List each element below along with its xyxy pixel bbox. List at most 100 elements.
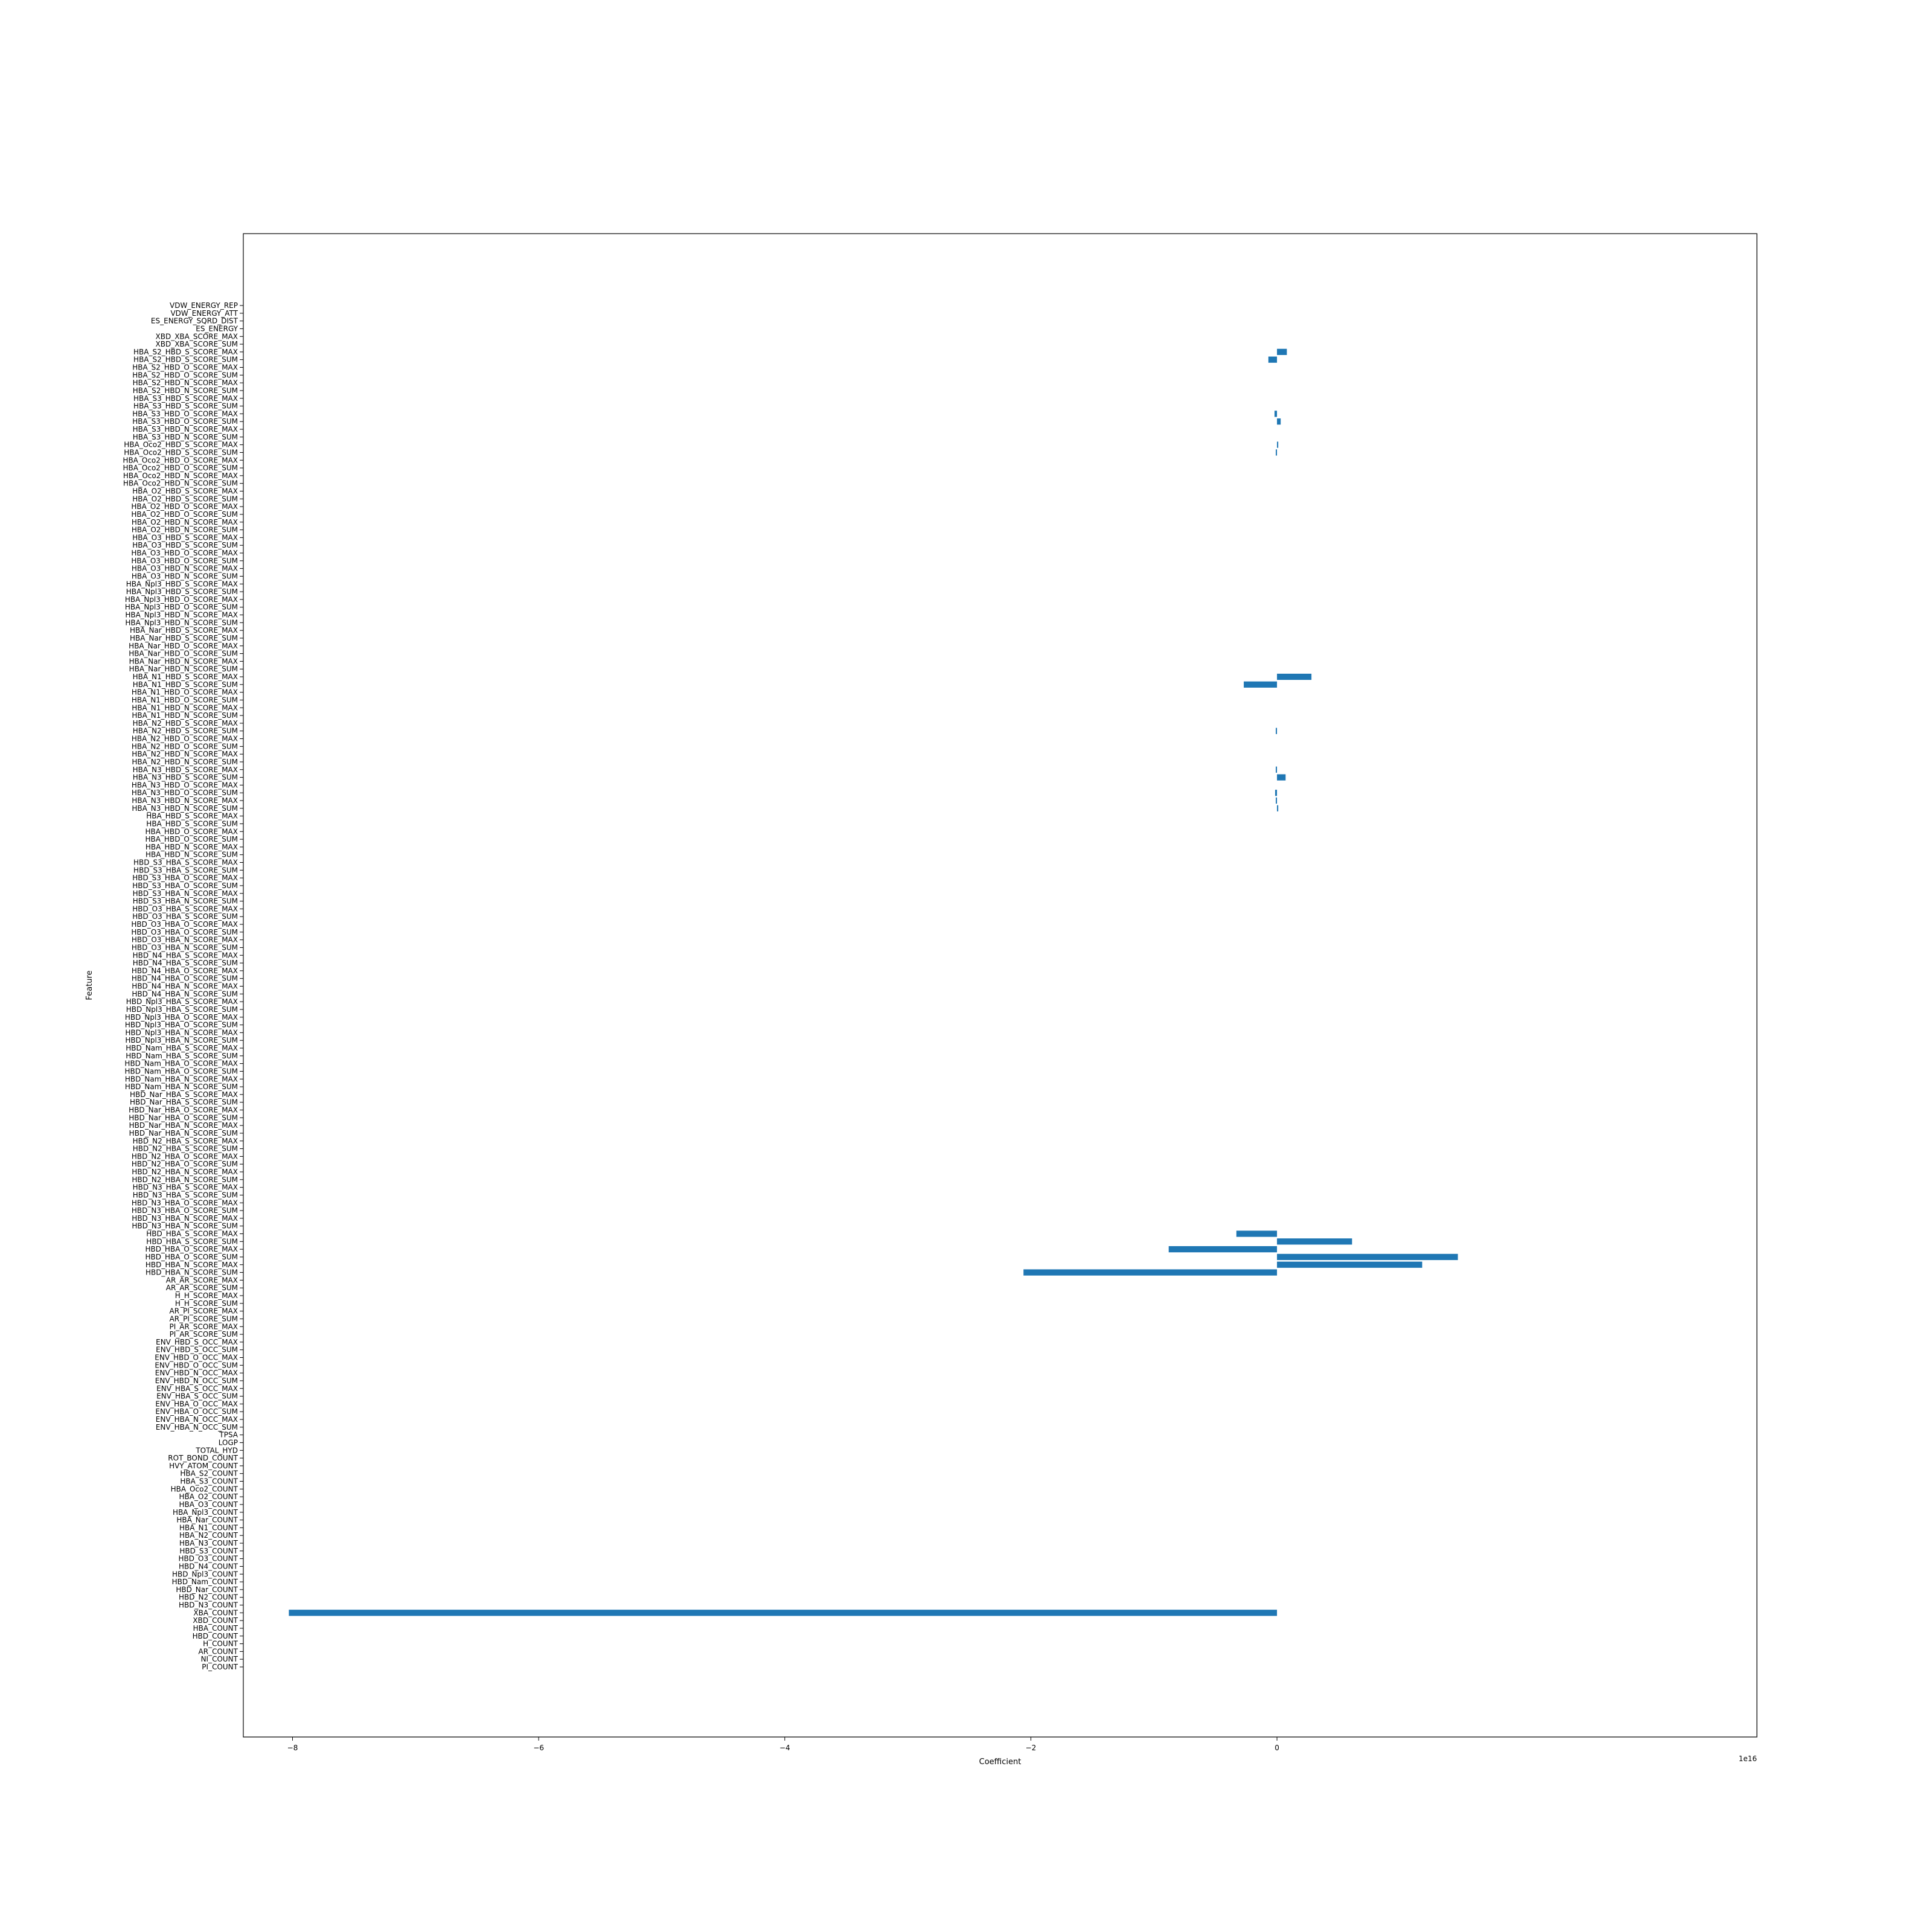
y-tick-label: HBA_N3_HBD_O_SCORE_SUM <box>132 788 238 797</box>
y-tick-label: ES_ENERGY_SQRD_DIST <box>151 317 238 325</box>
y-tick-label: HBD_Nar_HBA_S_SCORE_MAX <box>130 1090 238 1099</box>
y-tick-label: HBD_Nam_HBA_O_SCORE_SUM <box>124 1067 238 1075</box>
y-tick-label: HBA_O2_HBD_S_SCORE_SUM <box>132 494 238 503</box>
y-tick-label: HBD_Npl3_HBA_O_SCORE_MAX <box>125 1013 238 1022</box>
x-tick-label: −2 <box>1026 1744 1037 1752</box>
y-tick-label: HBA_S2_HBD_S_SCORE_SUM <box>133 356 238 364</box>
y-tick-label: HBA_N1_HBD_N_SCORE_SUM <box>132 711 238 720</box>
bar <box>1268 356 1278 363</box>
y-tick-label: HBD_HBA_S_SCORE_SUM <box>146 1237 238 1246</box>
y-tick-label: HBD_O3_HBA_N_SCORE_SUM <box>132 943 238 952</box>
x-axis-offset-text: 1e16 <box>1739 1754 1757 1763</box>
y-tick-label: HBD_Nar_HBA_N_SCORE_SUM <box>129 1129 238 1137</box>
bar <box>1276 728 1278 734</box>
y-tick-label: HBD_Npl3_COUNT <box>172 1570 238 1578</box>
y-tick-label: HBA_O2_HBD_N_SCORE_MAX <box>132 518 238 526</box>
y-tick-label: ES_ENERGY <box>196 324 238 333</box>
y-tick-label: TPSA <box>219 1431 238 1439</box>
y-tick-label: HBA_Npl3_HBD_N_SCORE_SUM <box>125 618 238 627</box>
y-tick-label: HBD_N3_COUNT <box>179 1601 238 1610</box>
y-tick-label: HBD_S3_HBA_O_SCORE_SUM <box>132 881 238 890</box>
y-tick-label: ENV_HBD_N_OCC_SUM <box>155 1377 238 1385</box>
y-tick-label: ENV_HBA_S_OCC_SUM <box>156 1392 238 1401</box>
y-tick-label: HBD_HBA_O_SCORE_SUM <box>145 1253 238 1261</box>
y-tick-label: HBD_N2_HBA_S_SCORE_MAX <box>133 1137 238 1145</box>
y-tick-label: HBA_N2_HBD_O_SCORE_SUM <box>132 742 238 750</box>
y-tick-label: ENV_HBA_S_OCC_MAX <box>156 1384 238 1393</box>
y-tick-label: HBA_N2_COUNT <box>179 1531 238 1540</box>
y-tick-label: HBA_N1_HBD_S_SCORE_SUM <box>133 680 238 689</box>
y-tick-label: HBD_Npl3_HBA_N_SCORE_SUM <box>125 1036 238 1044</box>
bars-layer <box>289 348 1458 1616</box>
bar <box>1277 1238 1352 1245</box>
y-tick-label: HBA_HBD_O_SCORE_MAX <box>145 827 238 836</box>
y-tick-label: HBA_Nar_HBD_S_SCORE_MAX <box>130 626 238 635</box>
y-tick-label: HBD_N3_HBA_S_SCORE_MAX <box>133 1183 238 1192</box>
x-tick-label: −8 <box>287 1744 298 1752</box>
y-tick-label: HBA_Oco2_HBD_N_SCORE_MAX <box>123 472 238 480</box>
y-tick-label: HBD_N2_HBA_S_SCORE_SUM <box>133 1145 238 1153</box>
bar <box>1277 805 1279 811</box>
y-tick-label: HBA_S2_COUNT <box>180 1470 238 1478</box>
y-tick-label: HBD_N2_HBA_O_SCORE_MAX <box>132 1152 238 1160</box>
y-tick-label: HBD_S3_HBA_N_SCORE_MAX <box>133 889 238 898</box>
y-tick-label: HBA_N2_HBD_S_SCORE_SUM <box>133 727 238 735</box>
y-tick-label: ENV_HBA_N_OCC_SUM <box>156 1423 238 1431</box>
y-tick-label: HBA_O2_COUNT <box>179 1492 238 1501</box>
y-tick-label: HBD_Nam_HBA_O_SCORE_MAX <box>124 1060 238 1068</box>
y-tick-label: HBD_N3_HBA_S_SCORE_SUM <box>133 1191 238 1199</box>
y-tick-label: HBA_Oco2_HBD_O_SCORE_MAX <box>123 456 238 464</box>
y-tick-label: HBA_S3_HBD_N_SCORE_SUM <box>133 433 238 441</box>
bar <box>1277 774 1286 781</box>
y-tick-label: HBD_COUNT <box>193 1632 238 1640</box>
y-tick-label: HBD_N2_COUNT <box>179 1593 238 1602</box>
y-tick-label: HVY_ATOM_COUNT <box>169 1462 238 1470</box>
y-tick-label: HBA_HBD_S_SCORE_SUM <box>146 819 238 828</box>
bar <box>1277 673 1312 680</box>
y-tick-label: HBD_HBA_S_SCORE_MAX <box>146 1230 238 1238</box>
bar <box>1277 418 1281 425</box>
y-tick-label: HBA_O2_HBD_S_SCORE_MAX <box>132 487 238 496</box>
y-tick-label: HBA_HBD_S_SCORE_MAX <box>146 812 238 820</box>
y-tick-label: HBA_S2_HBD_N_SCORE_MAX <box>133 379 238 387</box>
bar <box>1276 797 1278 804</box>
y-tick-label: HBA_Npl3_HBD_S_SCORE_MAX <box>126 580 238 588</box>
y-tick-label: ENV_HBD_S_OCC_MAX <box>156 1338 238 1346</box>
y-tick-label: HBA_S3_HBD_O_SCORE_MAX <box>132 409 238 418</box>
y-tick-label: HBD_N4_HBA_N_SCORE_SUM <box>132 990 238 998</box>
y-tick-label: TOTAL_HYD <box>195 1446 238 1454</box>
y-tick-label: HBD_S3_HBA_S_SCORE_MAX <box>133 859 238 867</box>
y-tick-label: HBD_Nar_HBA_O_SCORE_MAX <box>129 1106 238 1115</box>
y-tick-label: HBA_Oco2_HBD_S_SCORE_SUM <box>124 448 238 456</box>
y-tick-label: HBD_N2_HBA_N_SCORE_MAX <box>132 1168 238 1176</box>
y-tick-label: AR_COUNT <box>199 1647 238 1655</box>
y-tick-label: HBA_O2_HBD_N_SCORE_SUM <box>132 526 238 534</box>
y-tick-label: HBA_N1_HBD_O_SCORE_SUM <box>132 696 238 704</box>
y-tick-label: HBD_S3_HBA_S_SCORE_SUM <box>133 866 238 874</box>
y-tick-label: HBD_N4_HBA_N_SCORE_MAX <box>132 982 238 991</box>
y-tick-label: HBD_S3_COUNT <box>179 1547 238 1555</box>
y-tick-label: HBA_Npl3_COUNT <box>173 1508 238 1517</box>
y-tick-label: HBD_N4_HBA_S_SCORE_SUM <box>133 959 238 967</box>
y-tick-label: HBD_N2_HBA_N_SCORE_SUM <box>132 1176 238 1184</box>
y-tick-label: ENV_HBA_O_OCC_MAX <box>155 1399 238 1408</box>
y-tick-label: HBD_O3_COUNT <box>179 1555 238 1563</box>
y-tick-label: HBA_S3_HBD_N_SCORE_MAX <box>133 425 238 433</box>
x-tick-label: −4 <box>779 1744 790 1752</box>
bar <box>1168 1246 1278 1253</box>
y-tick-label: PI_AR_SCORE_MAX <box>170 1322 238 1331</box>
y-tick-label: ENV_HBD_N_OCC_MAX <box>155 1369 238 1377</box>
y-tick-label: HBD_HBA_N_SCORE_MAX <box>146 1261 238 1269</box>
y-tick-label: AR_PI_SCORE_SUM <box>170 1314 238 1323</box>
y-tick-label: HBA_Nar_COUNT <box>176 1516 238 1524</box>
y-tick-label: HBA_S2_HBD_O_SCORE_MAX <box>132 363 238 372</box>
y-tick-label: HBA_Nar_HBD_S_SCORE_SUM <box>130 634 238 642</box>
y-tick-label: AR_AR_SCORE_MAX <box>166 1276 238 1284</box>
y-tick-label: HBD_HBA_N_SCORE_SUM <box>146 1268 238 1277</box>
y-tick-label: HBA_O3_HBD_N_SCORE_SUM <box>132 572 238 580</box>
y-tick-label: HBA_S3_HBD_S_SCORE_SUM <box>133 402 238 411</box>
y-tick-label: HBA_N3_HBD_N_SCORE_MAX <box>132 796 238 805</box>
y-tick-label: HBA_S2_HBD_O_SCORE_SUM <box>132 371 238 379</box>
y-tick-label: HBA_O2_HBD_O_SCORE_SUM <box>131 510 238 519</box>
y-tick-label: HBA_N3_COUNT <box>179 1539 238 1547</box>
